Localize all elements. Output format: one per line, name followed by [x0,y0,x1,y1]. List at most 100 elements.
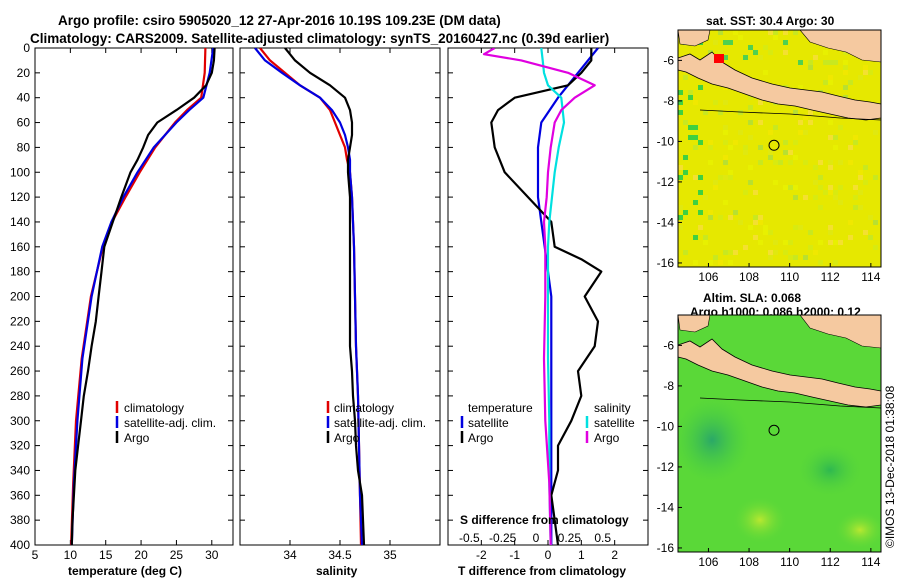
sla-land-borneo [799,315,881,349]
series-line-climatology [70,48,207,545]
difference-xlabel: T difference from climatology [458,564,626,578]
sst-cell [743,55,748,60]
sst-cell [693,100,698,105]
sst-cell [818,160,823,165]
sst-cell [853,140,858,145]
sst-cell [693,135,698,140]
sst-cell [793,30,798,35]
sst-cell [853,195,858,200]
sst-cell [868,235,873,240]
sst-cell [698,175,703,180]
sst-cell [793,140,798,145]
sst-cell [713,180,718,185]
sst-cell [688,125,693,130]
map-y-tick-label: -6 [663,53,674,67]
map-x-tick-label: 112 [821,270,840,284]
sst-cell [798,85,803,90]
sst-cell [833,260,838,265]
sst-cell [738,220,743,225]
sst-cell [728,215,733,220]
sst-cell [788,240,793,245]
depth-tick-label: 140 [10,215,30,229]
sst-cell [693,200,698,205]
series-line-s-satellite [540,48,566,545]
sst-cell [708,145,713,150]
sst-cell [863,180,868,185]
sst-cell [843,70,848,75]
sst-cell [823,50,828,55]
sst-cell [803,130,808,135]
sst-cell [828,230,833,235]
sst-cell [718,30,723,35]
temperature-series [70,48,216,545]
sst-map-title: sat. SST: 30.4 Argo: 30 [706,14,835,28]
legend-label-s-satellite: satellite [594,416,635,430]
x-tick-label: 5 [32,548,39,562]
sst-cell [713,185,718,190]
sst-cell [848,235,853,240]
sst-cell [678,225,683,230]
sst-cell [688,90,693,95]
sst-cell [828,165,833,170]
sst-map-ticks: 106 108 110 112 114 -6 -8 -10 -12 -14 -16 [657,53,881,284]
sst-cell [778,160,783,165]
sst-cell [683,75,688,80]
temperature-legend: climatology satellite-adj. clim. Argo [115,401,216,445]
sst-cell [748,95,753,100]
sla-argo-position-marker [768,424,780,436]
difference-axis-ticks: -2 -1 0 1 2 -0.5 -0.25 0 0.25 0.5 [448,47,648,562]
sst-cell [768,130,773,135]
sst-cell [768,30,773,35]
sst-cell [698,225,703,230]
sst-cell [758,220,763,225]
sst-cell [763,230,768,235]
x-tick-label: 20 [134,548,148,562]
sst-cell [733,140,738,145]
sst-cell [753,215,758,220]
sst-cell [708,50,713,55]
sst-cell [723,130,728,135]
x-tick-label: 0 [545,548,552,562]
sst-cell [768,50,773,55]
sst-cell [813,55,818,60]
sst-cell [818,260,823,265]
sst-cell [768,230,773,235]
series-line-satellite-adj-clim- [254,48,364,545]
sst-cell [838,160,843,165]
difference-series [482,48,603,545]
sst-cell [843,60,848,65]
map-y-tick-label: -16 [657,256,675,270]
sst-cell [783,185,788,190]
sla-land-java [678,338,881,408]
sst-cell [828,240,833,245]
sst-cell [833,60,838,65]
sst-cell [768,150,773,155]
sst-cell [678,100,683,105]
sst-cell [868,215,873,220]
sst-cell [758,215,763,220]
sst-cell [728,170,733,175]
sst-cell [748,180,753,185]
sst-cell [678,215,683,220]
sst-argo-position-marker [768,139,780,151]
sst-cell [833,240,838,245]
sst-cell [698,210,703,215]
sst-cell [748,105,753,110]
sst-cell [698,140,703,145]
sst-cell [768,250,773,255]
sla-map-image [678,315,881,552]
sst-cell [758,160,763,165]
sst-cell [758,240,763,245]
sla-eddy-low [678,398,750,482]
sst-cell [703,195,708,200]
legend-label-t-satellite: satellite [468,416,509,430]
sst-cell [693,145,698,150]
sst-cell [858,75,863,80]
sst-cell [743,245,748,250]
map-y-tick-label: -12 [657,460,675,474]
sst-land-borneo [799,30,881,63]
depth-tick-label: 180 [10,265,30,279]
sst-cell [828,160,833,165]
sst-cell [683,120,688,125]
